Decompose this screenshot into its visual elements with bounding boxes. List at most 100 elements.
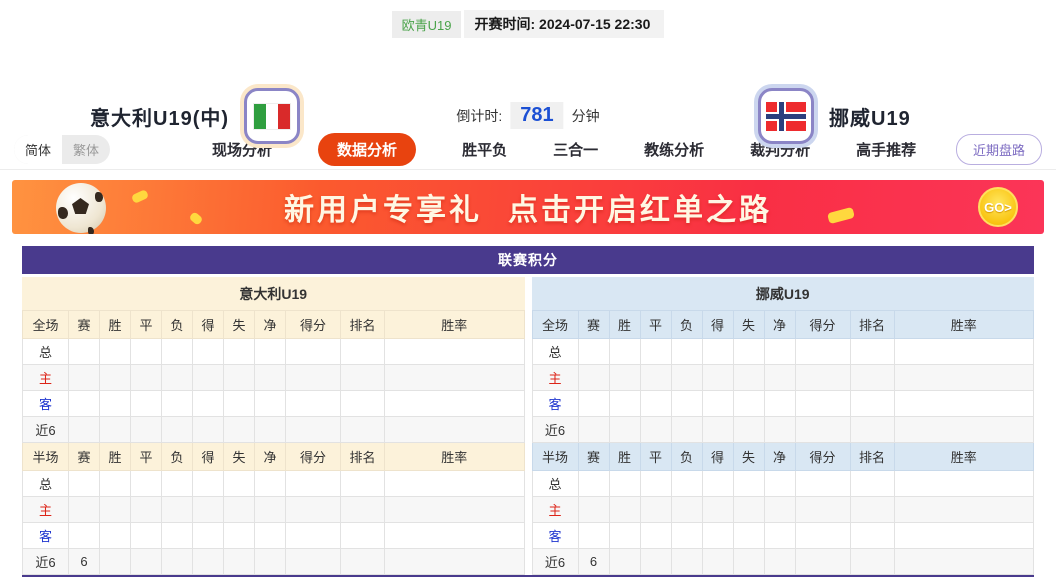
stat-cell [732, 390, 765, 417]
tab-expert-recommend[interactable]: 高手推荐 [856, 142, 917, 159]
stat-cell [340, 470, 385, 497]
promo-banner[interactable]: 新用户专享礼 点击开启红单之路 GO> [12, 180, 1044, 234]
stat-cell [192, 416, 224, 443]
stat-cell [130, 364, 162, 391]
tab-data-analysis[interactable]: 数据分析 [318, 133, 417, 166]
language-toggle[interactable]: 简体 繁体 [14, 135, 111, 164]
stat-cell [577, 416, 610, 443]
countdown-unit: 分钟 [571, 107, 600, 124]
row-label: 主 [22, 364, 69, 391]
row-label: 近6 [531, 548, 579, 575]
stat-cell [794, 338, 851, 365]
stat-cell [99, 364, 131, 391]
stat-cell [732, 470, 765, 497]
stat-cell [130, 522, 162, 549]
stat-cell [670, 548, 703, 575]
kickoff-time: 开赛时间: 2024-07-15 22:30 [464, 10, 665, 38]
stat-cell [794, 390, 851, 417]
stat-cell [384, 390, 525, 417]
stat-cell [340, 522, 385, 549]
lang-simplified-option[interactable]: 简体 [14, 135, 63, 164]
stat-header-cell: 负 [161, 442, 193, 471]
stat-cell [68, 364, 100, 391]
stat-cell [340, 548, 385, 575]
stat-cell [384, 496, 525, 523]
stat-cell [192, 496, 224, 523]
tab-win-draw-lose[interactable]: 胜平负 [462, 142, 508, 159]
recent-odds-button[interactable]: 近期盘路 [955, 134, 1042, 165]
stat-cell [254, 390, 286, 417]
stat-row-recent: 近6 6 [22, 548, 525, 575]
stat-cell [161, 338, 193, 365]
stat-cell [161, 416, 193, 443]
tab-three-in-one[interactable]: 三合一 [553, 142, 599, 159]
tab-referee-analysis[interactable]: 裁判分析 [750, 142, 811, 159]
stat-cell [192, 390, 224, 417]
stat-cell [701, 364, 734, 391]
tab-live-analysis[interactable]: 现场分析 [212, 142, 273, 159]
stat-cell [794, 416, 851, 443]
soccer-ball-icon [56, 183, 106, 233]
stat-header-cell: 净 [763, 310, 796, 339]
lang-traditional-option[interactable]: 繁体 [73, 143, 100, 158]
row-label: 近6 [531, 416, 579, 443]
row-label: 客 [22, 390, 69, 417]
stat-cell [254, 470, 286, 497]
stat-cell [794, 522, 851, 549]
stat-cell [340, 364, 385, 391]
norway-flag-icon [758, 88, 814, 144]
row-label: 客 [531, 390, 579, 417]
stat-table: 全场赛胜平负得失净得分 排名 胜率总主客近6 半场赛胜平负得失净得分 排名 胜率总主客近6… [531, 310, 1035, 575]
stat-header-cell: 负 [161, 310, 193, 339]
stat-cell [893, 496, 1034, 523]
stat-header-row: 半场赛胜平负得失净得分 排名 胜率 [531, 442, 1034, 471]
stat-cell [130, 496, 162, 523]
stat-cell [161, 390, 193, 417]
stat-header-cell: 平 [130, 310, 162, 339]
away-team-name: 挪威U19 [829, 107, 911, 130]
stat-cell [340, 338, 385, 365]
stat-header-cell: 得 [701, 310, 734, 339]
stat-cell [732, 416, 765, 443]
stat-cell [192, 470, 224, 497]
stat-cell [161, 364, 193, 391]
stat-cell [99, 470, 131, 497]
stat-cell [285, 496, 341, 523]
stat-header-cell: 得分 [285, 442, 341, 471]
nav-tabs: 现场分析 数据分析 胜平负 三合一 教练分析 裁判分析 高手推荐 [212, 133, 916, 166]
league-table-away-section: 挪威U19 全场赛胜平负得失净得分 排名 胜率总主客近6 半场赛胜平负得失净得分 排名 胜率… [531, 277, 1035, 575]
stat-cell [670, 390, 703, 417]
league-table-home-section: 意大利U19 全场赛胜平负得失净得分 排名 胜率总主客近6 半场赛胜平负得失净得分 排名胜… [22, 277, 525, 575]
stat-cell [285, 338, 341, 365]
stat-cell [192, 522, 224, 549]
stat-cell [670, 522, 703, 549]
stat-cell [639, 496, 672, 523]
tab-coach-analysis[interactable]: 教练分析 [644, 142, 705, 159]
stat-header-cell: 净 [254, 442, 286, 471]
stat-row-total: 总 [22, 338, 525, 365]
stat-cell [130, 338, 162, 365]
stat-cell [639, 338, 672, 365]
stat-cell [763, 548, 796, 575]
stat-cell [849, 390, 895, 417]
stat-cell [384, 548, 525, 575]
row-label: 总 [22, 470, 69, 497]
stat-cell [130, 548, 162, 575]
stat-cell [254, 548, 286, 575]
go-button[interactable]: GO> [978, 187, 1018, 227]
stat-header-cell: 胜 [608, 442, 641, 471]
stat-header-row: 全场赛胜平负得失净得分 排名 胜率 [22, 310, 525, 339]
stat-cell [99, 548, 131, 575]
stat-header-cell: 得 [701, 442, 734, 471]
stat-cell [608, 522, 641, 549]
stat-cell [849, 416, 895, 443]
stat-cell [701, 496, 734, 523]
stat-cell [577, 364, 610, 391]
stat-row-away: 客 [22, 390, 525, 417]
stat-row-away: 客 [531, 522, 1034, 549]
league-points-panel: 联赛积分 意大利U19 全场赛胜平负得失净得分 排名 胜率总主客近6 半场赛胜平负得失净… [22, 246, 1034, 577]
stat-cell [732, 364, 765, 391]
stat-header-cell: 半场 [531, 442, 579, 471]
stat-header-cell: 得分 [794, 310, 851, 339]
stat-cell [670, 416, 703, 443]
